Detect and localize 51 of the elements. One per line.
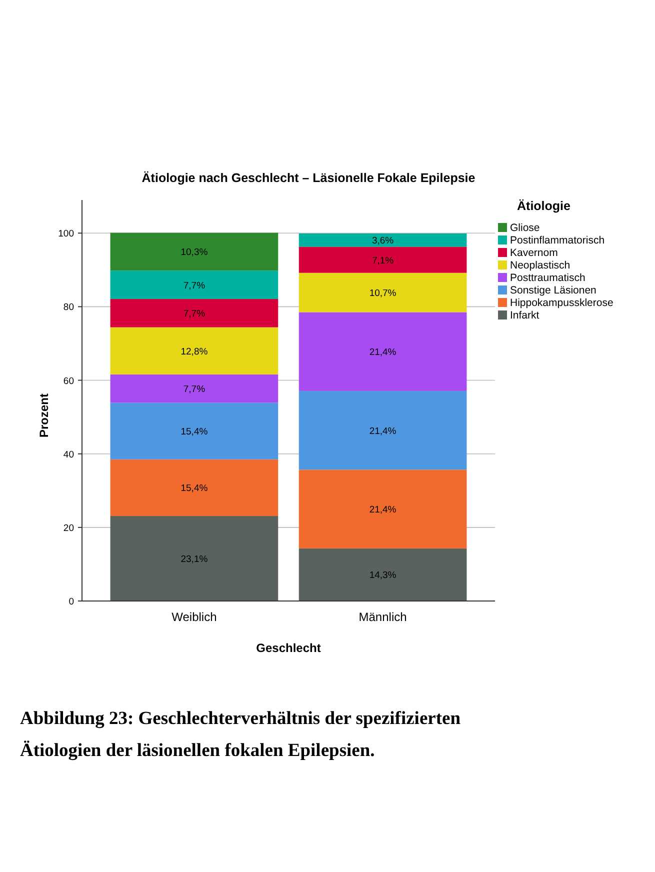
bar (298, 548, 467, 601)
bar (110, 270, 278, 299)
data-label: 7,7% (183, 280, 206, 292)
bar (298, 246, 467, 273)
bar (110, 298, 278, 328)
data-label: 14,3% (369, 570, 397, 582)
y-axis-title: Prozent (37, 393, 51, 438)
bar (298, 312, 467, 391)
x-tick-label: Männlich (358, 610, 407, 624)
bar (298, 233, 467, 247)
x-tick-label: Weiblich (172, 610, 217, 624)
text: Abbildung 23: Geschlechterverhältnis der spezifizierten Ätiologien der läsionellen fokalen Epilepsien. (20, 709, 462, 761)
bar (110, 374, 278, 403)
data-label: 3,6% (372, 236, 394, 247)
data-label: 21,4% (369, 426, 397, 437)
bar (110, 516, 278, 601)
y-tick-label: 0 (68, 596, 74, 608)
legend-label: Hippokampussklerose (510, 297, 614, 309)
data-label: 7,1% (372, 255, 394, 266)
data-label: 12,8% (180, 346, 208, 358)
x-axis-title: Geschlecht (256, 641, 321, 655)
data-label: 7,7% (183, 308, 206, 320)
data-label: 15,4% (180, 483, 208, 494)
data-label: 23,1% (180, 554, 208, 566)
y-tick-label: 60 (63, 376, 74, 387)
data-label: 21,4% (369, 347, 397, 358)
bar (110, 402, 278, 460)
bar (110, 232, 278, 271)
legend-label: Posttraumatisch (510, 272, 586, 284)
y-tick-label: 20 (63, 522, 74, 534)
legend-label: Infarkt (510, 310, 540, 322)
legend-label: Kavernom (510, 247, 558, 259)
y-tick-label: 80 (63, 302, 74, 314)
legend-label: Postinflammatorisch (510, 234, 605, 246)
data-label: 15,4% (180, 426, 208, 438)
bar (298, 390, 467, 470)
bar (110, 459, 278, 516)
chart-title: Ätiologie nach Geschlecht – Läsionelle Fokale Epilepsie (142, 171, 476, 185)
legend-label: Neoplastisch (510, 260, 570, 272)
legend-label: Sonstige Läsionen (510, 284, 597, 296)
data-label: 10,3% (180, 247, 208, 258)
legend-label: Gliose (510, 222, 540, 234)
y-tick-label: 100 (58, 228, 74, 240)
data-label: 10,7% (369, 288, 397, 300)
legend-title: Ätiologie (517, 199, 571, 213)
bar (298, 272, 467, 312)
bar (298, 470, 467, 548)
y-tick-label: 40 (63, 449, 74, 460)
data-label: 21,4% (369, 504, 397, 516)
bar (110, 327, 278, 374)
data-label: 7,7% (183, 384, 206, 396)
